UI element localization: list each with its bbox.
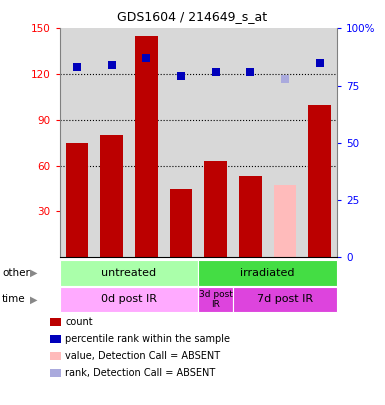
Text: irradiated: irradiated (240, 268, 295, 278)
Bar (100, 135, 123, 257)
Point (74, 64, 80, 70)
Point (316, 60, 323, 66)
Text: ▶: ▶ (30, 268, 38, 278)
Text: 0d post IR: 0d post IR (101, 294, 157, 304)
Bar (204, 161, 227, 257)
Text: time: time (2, 294, 25, 304)
Point (282, 75, 288, 82)
Bar (308, 104, 331, 257)
Text: percentile rank within the sample: percentile rank within the sample (65, 334, 231, 344)
Point (178, 73, 184, 80)
Text: untreated: untreated (101, 268, 157, 278)
Bar (239, 176, 261, 257)
Bar (66, 143, 88, 257)
Bar (274, 185, 296, 257)
Point (247, 68, 253, 75)
Text: ▶: ▶ (30, 294, 38, 304)
Text: other: other (2, 268, 30, 278)
Point (109, 62, 115, 68)
Point (143, 55, 149, 61)
Bar (135, 36, 157, 257)
Bar (170, 189, 192, 257)
Text: rank, Detection Call = ABSENT: rank, Detection Call = ABSENT (65, 368, 216, 378)
Text: count: count (65, 317, 93, 327)
Text: GDS1604 / 214649_s_at: GDS1604 / 214649_s_at (117, 10, 268, 23)
Text: 7d post IR: 7d post IR (257, 294, 313, 304)
Text: 3d post
IR: 3d post IR (199, 290, 233, 309)
Point (213, 68, 219, 75)
Text: value, Detection Call = ABSENT: value, Detection Call = ABSENT (65, 351, 221, 361)
